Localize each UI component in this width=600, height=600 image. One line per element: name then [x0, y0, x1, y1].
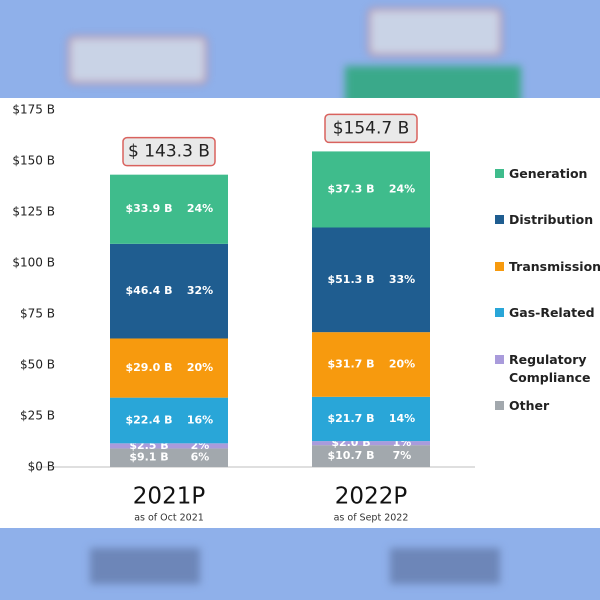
bar-segment: [110, 174, 228, 244]
total-box: [122, 136, 216, 167]
x-tick-note: as of Sept 2022: [334, 513, 409, 524]
legend-swatch: [495, 262, 504, 271]
percent-label: 32%: [187, 284, 213, 297]
y-tick-label: $50 B: [20, 358, 55, 372]
value-label: $22.4 B: [125, 413, 172, 426]
value-label: $33.9 B: [125, 202, 172, 215]
bar-segment: [110, 338, 228, 398]
bar-segment: [312, 227, 430, 333]
bar-segment: [312, 445, 430, 467]
value-label: $46.4 B: [125, 284, 172, 297]
value-label: $9.1 B: [129, 451, 168, 464]
y-tick-label: $25 B: [20, 409, 55, 423]
percent-label: 16%: [187, 413, 213, 426]
legend-label: Distribution: [509, 212, 594, 227]
percent-label: 7%: [393, 449, 412, 462]
value-label: $31.7 B: [327, 357, 374, 370]
bar-segment: [110, 443, 228, 449]
legend-swatch: [495, 308, 504, 317]
legend-label: Other: [509, 398, 550, 413]
legend-item: Other: [495, 397, 597, 415]
percent-label: 24%: [187, 202, 213, 215]
y-tick-label: $75 B: [20, 307, 55, 321]
legend-swatch: [495, 355, 504, 364]
y-tick-label: $175 B: [12, 103, 55, 117]
legend-item: Gas-Related: [495, 304, 597, 322]
value-label: $37.3 B: [327, 182, 374, 195]
total-box: [324, 113, 418, 144]
bar-segment: [110, 243, 228, 339]
percent-label: 6%: [191, 451, 210, 464]
total-label: $ 143.3 B: [128, 142, 210, 162]
legend-label: Generation: [509, 166, 588, 181]
legend-item: Generation: [495, 165, 597, 183]
value-label: $21.7 B: [327, 412, 374, 425]
legend-item: Regulatory Compliance: [495, 351, 597, 387]
y-tick-label: $150 B: [12, 154, 55, 168]
percent-label: 20%: [187, 361, 213, 374]
bar-segment: [312, 441, 430, 446]
bar-segment: [312, 396, 430, 442]
value-label: $29.0 B: [125, 361, 172, 374]
legend-swatch: [495, 215, 504, 224]
y-tick-label: $100 B: [12, 256, 55, 270]
bar-segment: [312, 151, 430, 228]
value-label: $10.7 B: [327, 449, 374, 462]
x-tick-note: as of Oct 2021: [134, 513, 204, 524]
percent-label: 33%: [389, 273, 415, 286]
legend-label: Transmission: [509, 259, 600, 274]
y-tick-label: $125 B: [12, 205, 55, 219]
bar-segment: [110, 448, 228, 467]
legend-swatch: [495, 401, 504, 410]
legend-label: Regulatory Compliance: [509, 352, 591, 385]
bar-segment: [110, 397, 228, 444]
legend-label: Gas-Related: [509, 305, 595, 320]
legend-item: Transmission: [495, 258, 600, 276]
percent-label: 20%: [389, 357, 415, 370]
value-label: $51.3 B: [327, 273, 374, 286]
x-tick-label: 2021P: [133, 484, 206, 510]
legend-swatch: [495, 169, 504, 178]
total-label: $154.7 B: [333, 118, 410, 138]
percent-label: 14%: [389, 412, 415, 425]
percent-label: 24%: [389, 182, 415, 195]
y-tick-label: $0 B: [28, 460, 55, 474]
x-tick-label: 2022P: [335, 484, 408, 510]
bar-segment: [312, 332, 430, 397]
legend-item: Distribution: [495, 211, 597, 229]
